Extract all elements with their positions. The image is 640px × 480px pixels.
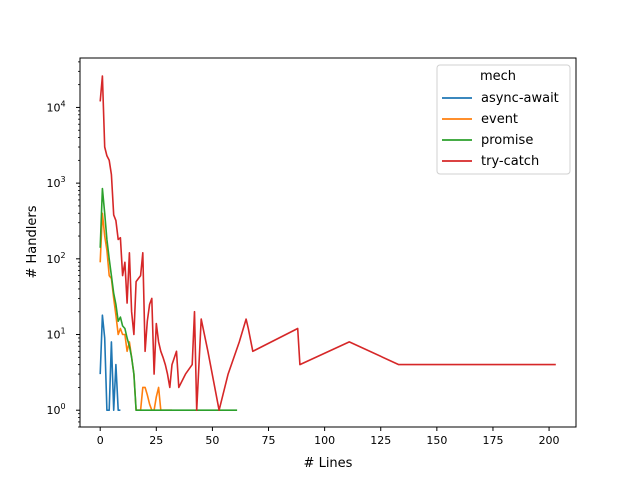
x-tick-label: 0: [97, 434, 104, 447]
legend-label-async-await: async-await: [481, 91, 559, 106]
axes-frame: [79, 57, 577, 428]
legend-label-event: event: [481, 112, 518, 127]
axes-border: [79, 57, 577, 428]
legend-entries: async-await event promise try-catch: [442, 91, 559, 169]
x-tick-label: 50: [205, 434, 219, 447]
x-tick-label: 150: [426, 434, 447, 447]
x-axis-label: # Lines: [304, 456, 353, 471]
x-tick-label: 175: [482, 434, 503, 447]
legend: mech async-await event promise try-catch: [436, 64, 571, 175]
x-tick-label: 25: [149, 434, 163, 447]
x-axis-ticks: 0 25 50 75 100 125 150 175 200: [97, 427, 560, 447]
y-axis-ticks: 100 101 102 103 104: [46, 61, 80, 428]
legend-label-try-catch: try-catch: [481, 154, 539, 169]
series-line-async-await: [99, 314, 121, 412]
x-tick-label: 125: [370, 434, 391, 447]
y-tick-label: 102: [46, 251, 65, 266]
y-tick-label: 101: [46, 327, 65, 342]
legend-label-promise: promise: [481, 133, 533, 148]
x-tick-label: 100: [314, 434, 335, 447]
x-tick-label: 200: [539, 434, 560, 447]
legend-box: [436, 64, 571, 175]
legend-title: mech: [480, 69, 516, 84]
y-tick-label: 100: [46, 402, 65, 417]
series-line-try-catch: [99, 75, 556, 412]
y-tick-label: 103: [46, 175, 65, 190]
series-line-promise: [99, 187, 238, 412]
y-tick-label: 104: [46, 99, 65, 114]
plot-lines: [99, 75, 556, 412]
y-axis-label: # Handlers: [25, 205, 40, 278]
x-tick-label: 75: [262, 434, 276, 447]
